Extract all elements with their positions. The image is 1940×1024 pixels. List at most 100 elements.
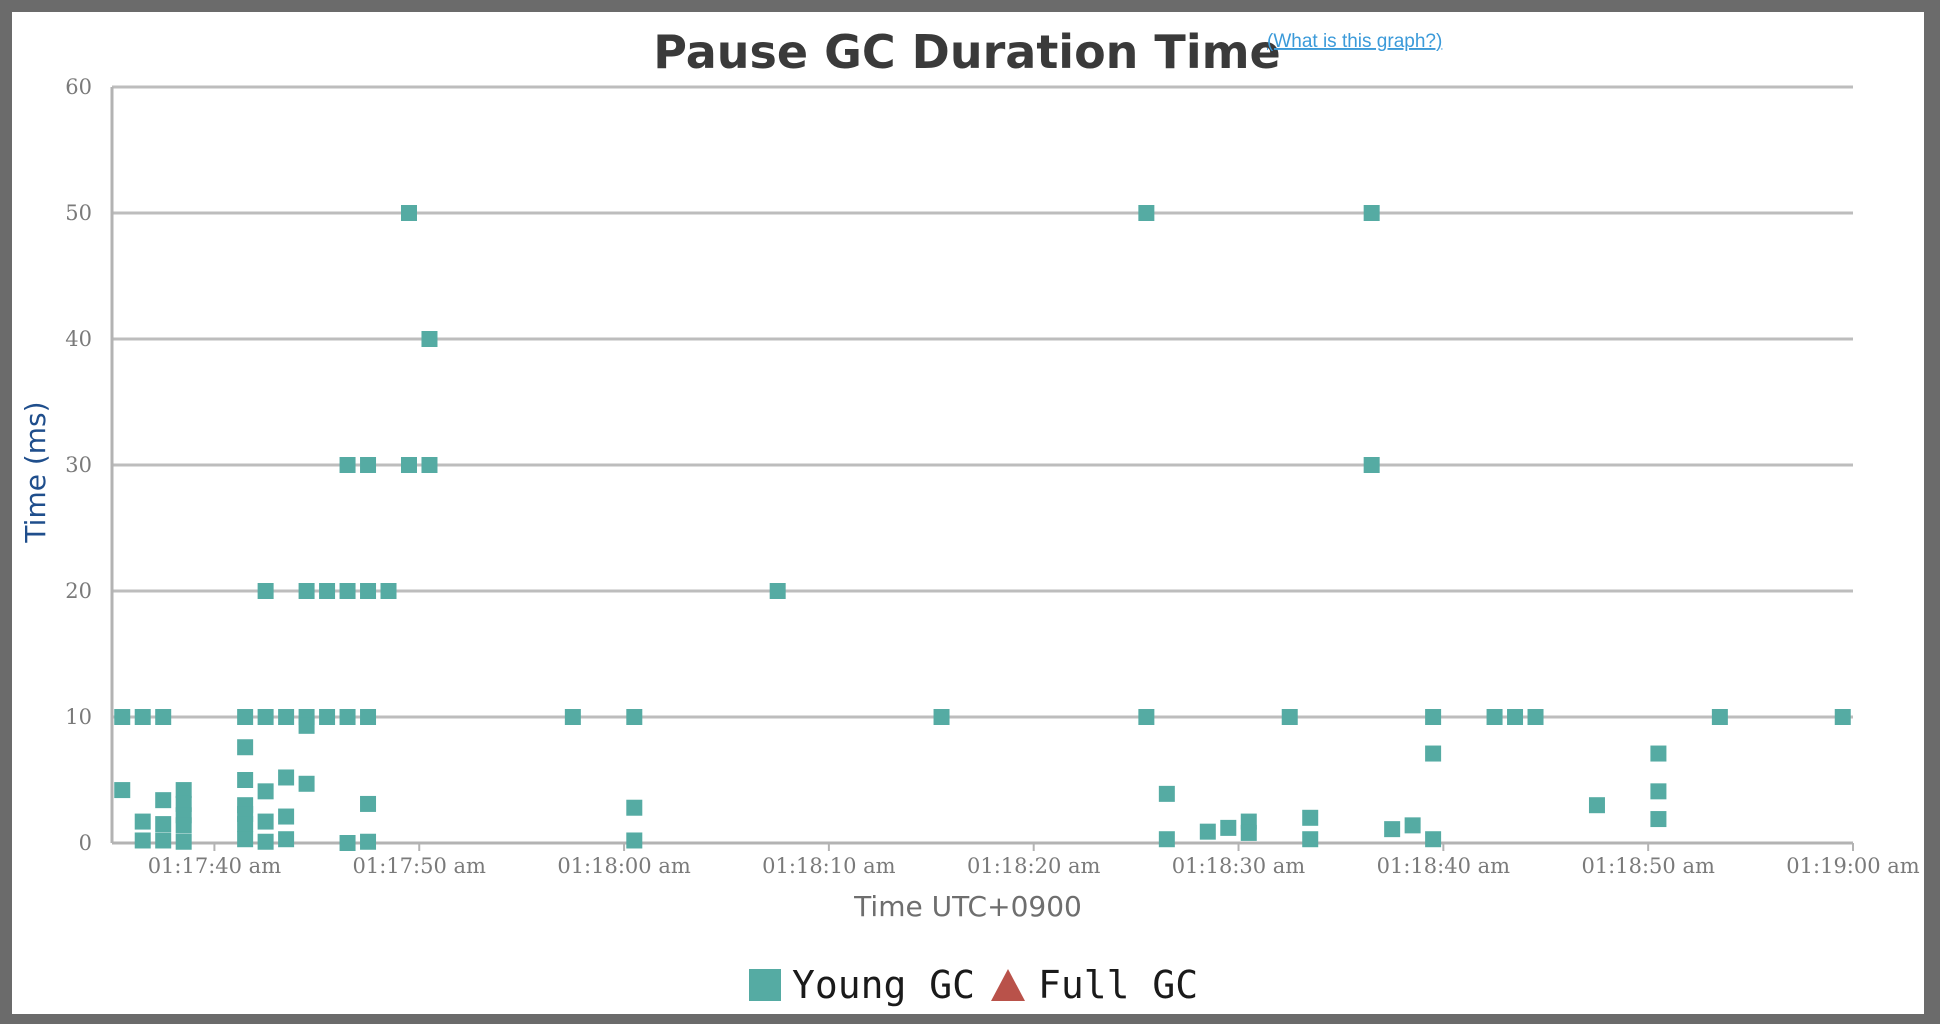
x-tick-label: 01:18:00 am — [557, 854, 691, 878]
young-gc-point[interactable] — [1486, 709, 1503, 725]
what-is-this-graph-link[interactable]: (What is this graph?) — [1267, 31, 1442, 52]
young-gc-point[interactable] — [298, 583, 315, 599]
young-gc-point[interactable] — [1588, 797, 1605, 814]
young-gc-point[interactable] — [1302, 809, 1319, 826]
young-gc-point[interactable] — [237, 816, 254, 833]
young-gc-point[interactable] — [257, 813, 274, 830]
x-axis-ticks: 01:17:40 am 01:17:50 am 01:18:00 am 01:18:1… — [148, 843, 1920, 878]
x-tick-label: 01:18:40 am — [1377, 854, 1511, 878]
young-gc-point[interactable] — [360, 583, 377, 599]
young-gc-point[interactable] — [175, 833, 192, 850]
gridlines — [112, 85, 1853, 719]
young-gc-point[interactable] — [1302, 831, 1319, 848]
young-gc-point[interactable] — [155, 832, 172, 849]
young-gc-point[interactable] — [1240, 824, 1257, 841]
y-tick-label: 50 — [65, 201, 92, 225]
young-gc-point[interactable] — [278, 709, 295, 725]
young-gc-point[interactable] — [339, 583, 356, 599]
young-gc-point[interactable] — [339, 835, 356, 851]
young-gc-point[interactable] — [237, 709, 254, 725]
young-gc-point[interactable] — [1711, 709, 1728, 725]
young-gc-point[interactable] — [1650, 745, 1667, 762]
young-gc-point[interactable] — [1527, 709, 1544, 725]
young-gc-point[interactable] — [237, 739, 254, 756]
young-gc-point[interactable] — [1425, 709, 1442, 725]
young-gc-point[interactable] — [1363, 457, 1380, 473]
young-gc-point[interactable] — [339, 457, 356, 473]
legend-young-gc-marker[interactable] — [749, 969, 781, 1001]
young-gc-point[interactable] — [134, 813, 151, 830]
young-gc-point[interactable] — [1425, 745, 1442, 762]
young-gc-point[interactable] — [421, 331, 438, 347]
young-gc-point[interactable] — [114, 709, 131, 725]
young-gc-point[interactable] — [1404, 817, 1421, 834]
chart-frame: Pause GC Duration Time (What is this gra… — [12, 12, 1924, 1014]
x-tick-label: 01:18:20 am — [967, 854, 1101, 878]
young-gc-point[interactable] — [1834, 709, 1851, 725]
y-tick-label: 20 — [65, 579, 92, 603]
young-gc-point[interactable] — [1363, 205, 1380, 221]
young-gc-point[interactable] — [1158, 785, 1175, 802]
young-gc-point[interactable] — [339, 709, 356, 725]
young-gc-point[interactable] — [175, 817, 192, 834]
young-gc-point[interactable] — [626, 709, 643, 725]
young-gc-point[interactable] — [155, 709, 172, 725]
young-gc-point[interactable] — [564, 709, 581, 725]
x-tick-label: 01:17:50 am — [353, 854, 487, 878]
young-gc-point[interactable] — [400, 205, 417, 221]
young-gc-point[interactable] — [155, 816, 172, 833]
young-gc-point[interactable] — [257, 583, 274, 599]
young-gc-point[interactable] — [298, 717, 315, 734]
young-gc-point[interactable] — [1425, 831, 1442, 848]
young-gc-point[interactable] — [134, 709, 151, 725]
young-gc-point[interactable] — [1281, 709, 1298, 725]
legend-full-gc-marker[interactable] — [991, 969, 1025, 1001]
young-gc-point[interactable] — [319, 583, 336, 599]
legend-young-gc-label[interactable]: Young GC — [792, 963, 975, 1007]
young-gc-point[interactable] — [1138, 709, 1155, 725]
y-tick-label: 0 — [79, 831, 92, 855]
young-gc-point[interactable] — [421, 457, 438, 473]
young-gc-point[interactable] — [1384, 821, 1401, 838]
y-tick-label: 10 — [65, 705, 92, 729]
young-gc-point[interactable] — [1650, 783, 1667, 800]
young-gc-point[interactable] — [769, 583, 786, 599]
young-gc-point[interactable] — [319, 709, 336, 725]
x-tick-label: 01:18:50 am — [1581, 854, 1715, 878]
young-gc-point[interactable] — [1220, 819, 1237, 836]
young-gc-point[interactable] — [257, 783, 274, 800]
young-gc-point[interactable] — [1650, 811, 1667, 828]
x-tick-label: 01:19:00 am — [1786, 854, 1920, 878]
young-gc-point[interactable] — [360, 709, 377, 725]
young-gc-point[interactable] — [1158, 831, 1175, 848]
y-tick-label: 60 — [65, 75, 92, 99]
young-gc-point[interactable] — [360, 833, 377, 850]
young-gc-point[interactable] — [380, 583, 397, 599]
young-gc-point[interactable] — [237, 831, 254, 848]
young-gc-point[interactable] — [360, 795, 377, 812]
pause-gc-chart: Pause GC Duration Time (What is this gra… — [19, 25, 1920, 1007]
y-tick-label: 30 — [65, 453, 92, 477]
young-gc-point[interactable] — [933, 709, 950, 725]
young-gc-point[interactable] — [155, 792, 172, 809]
young-gc-point[interactable] — [298, 775, 315, 792]
young-gc-point[interactable] — [360, 457, 377, 473]
young-gc-point[interactable] — [114, 782, 131, 799]
young-gc-point[interactable] — [278, 831, 295, 848]
young-gc-point[interactable] — [626, 832, 643, 849]
young-gc-point[interactable] — [237, 772, 254, 788]
young-gc-point[interactable] — [1138, 205, 1155, 221]
young-gc-point[interactable] — [278, 808, 295, 825]
young-gc-point[interactable] — [1507, 709, 1524, 725]
x-tick-label: 01:18:10 am — [762, 854, 896, 878]
young-gc-point[interactable] — [278, 769, 295, 786]
young-gc-point[interactable] — [1199, 823, 1216, 840]
young-gc-point[interactable] — [257, 709, 274, 725]
young-gc-point[interactable] — [134, 832, 151, 849]
young-gc-point[interactable] — [257, 833, 274, 850]
young-gc-point[interactable] — [626, 799, 643, 816]
legend-full-gc-label[interactable]: Full GC — [1038, 963, 1198, 1007]
young-gc-point[interactable] — [175, 782, 192, 799]
y-axis-ticks: 0 10 20 30 40 50 60 — [65, 75, 92, 855]
young-gc-point[interactable] — [400, 457, 417, 473]
